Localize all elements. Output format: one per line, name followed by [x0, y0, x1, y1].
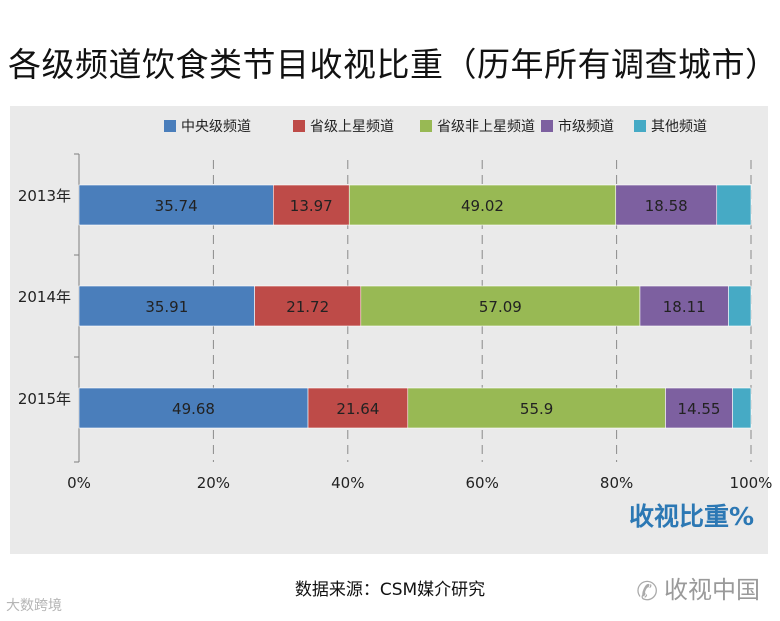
bar-segment	[360, 285, 641, 327]
data-label: 49.68	[172, 400, 215, 418]
data-label: 21.64	[336, 400, 379, 418]
legend-swatch	[164, 120, 176, 132]
x-tick-label: 40%	[331, 474, 364, 492]
watermark-left-text: 大数跨境	[6, 598, 62, 614]
category-label: 2013年	[18, 187, 71, 205]
x-tick-label: 100%	[730, 474, 773, 492]
bar-segment	[732, 387, 752, 429]
x-axis-unit-label: 收视比重%	[628, 502, 754, 531]
bar-segment	[78, 387, 309, 429]
legend-swatch	[293, 120, 305, 132]
bar-segment	[639, 285, 729, 327]
legend-label: 其他频道	[651, 119, 707, 135]
data-label: 35.74	[155, 197, 198, 215]
watermark-right-text: 收视中国	[664, 576, 760, 604]
bar-segment	[716, 184, 752, 226]
watermark-left: 大数跨境	[6, 595, 62, 615]
chart-panel	[10, 106, 768, 554]
bar-segment	[78, 285, 255, 327]
x-tick-label: 0%	[67, 474, 91, 492]
legend-label: 省级上星频道	[310, 119, 394, 135]
x-tick-label: 20%	[197, 474, 230, 492]
bar-segment	[665, 387, 733, 429]
data-label: 13.97	[290, 197, 333, 215]
data-label: 35.91	[145, 298, 188, 316]
bar-segment	[254, 285, 362, 327]
data-label: 18.58	[645, 197, 688, 215]
legend-label: 市级频道	[558, 118, 614, 135]
data-label: 18.11	[663, 298, 706, 316]
wechat-icon: ✆	[636, 577, 658, 607]
legend-swatch	[541, 120, 553, 132]
bar-segment	[728, 285, 752, 327]
data-label: 49.02	[461, 197, 504, 215]
legend-label: 中央级频道	[181, 119, 251, 135]
legend-swatch	[634, 120, 646, 132]
category-label: 2014年	[18, 288, 71, 306]
bar-segment	[78, 184, 274, 226]
category-label: 2015年	[18, 390, 71, 408]
data-label: 55.9	[520, 400, 553, 418]
page-title: 各级频道饮食类节目收视比重（历年所有调查城市）	[8, 45, 779, 84]
data-label: 57.09	[479, 298, 522, 316]
legend-label: 省级非上星频道	[437, 119, 535, 135]
bar-segment	[615, 184, 718, 226]
bar-segment	[407, 387, 666, 429]
x-tick-label: 60%	[466, 474, 499, 492]
watermark-right: ✆ 收视中国	[636, 570, 760, 607]
x-tick-label: 80%	[600, 474, 633, 492]
data-label: 14.55	[678, 400, 721, 418]
bar-segment	[307, 387, 409, 429]
data-label: 21.72	[286, 298, 329, 316]
source-note: 数据来源：CSM媒介研究	[294, 580, 486, 600]
legend-swatch	[420, 120, 432, 132]
